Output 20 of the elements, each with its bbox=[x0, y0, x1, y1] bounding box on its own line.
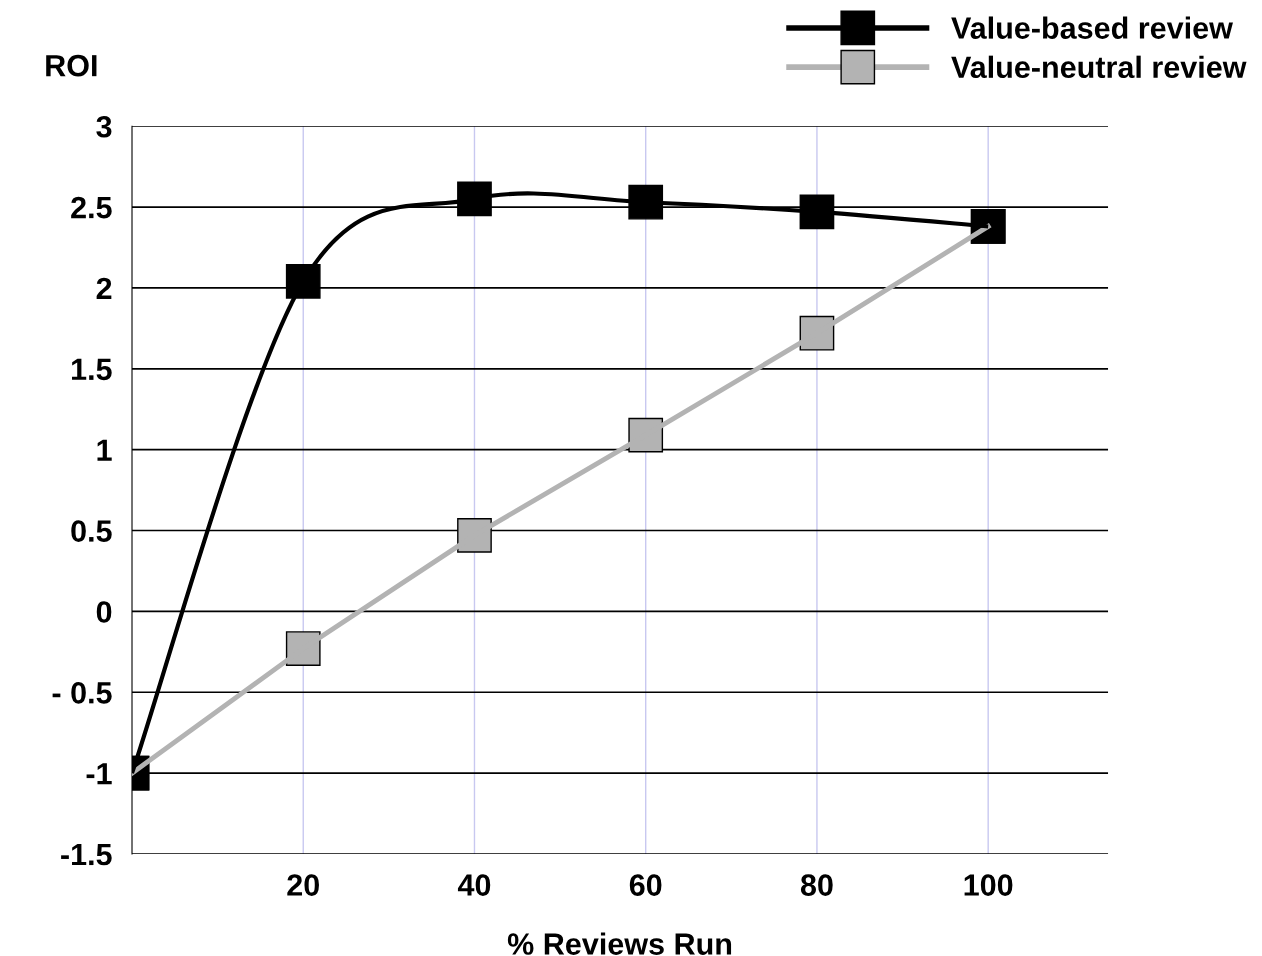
y-tick-label: -1.5 bbox=[61, 844, 112, 866]
y-tick-label: 0.5 bbox=[71, 520, 112, 542]
legend-label: Value-based review bbox=[951, 16, 1233, 39]
x-tick-label: 40 bbox=[457, 874, 491, 896]
legend-label: Value-neutral review bbox=[951, 55, 1247, 79]
y-tick-label: 0 bbox=[96, 601, 112, 623]
point bbox=[628, 184, 664, 220]
y-tick-label: - 0.5 bbox=[52, 682, 112, 704]
x-tick-label: 80 bbox=[800, 874, 833, 896]
y-tick-label: -1 bbox=[86, 763, 112, 785]
y-axis-title: ROI bbox=[46, 54, 97, 77]
y-tick-label: 3 bbox=[96, 115, 112, 138]
y-tick-label: 2 bbox=[96, 277, 112, 299]
x-tick-label: 60 bbox=[629, 874, 662, 896]
x-axis-title: % Reviews Run bbox=[507, 932, 732, 955]
x-tick-label: 100 bbox=[964, 874, 1013, 896]
y-tick-label: 2.5 bbox=[71, 196, 112, 219]
y-tick-label: 1 bbox=[97, 439, 112, 461]
x-tick-label: 20 bbox=[287, 874, 319, 896]
y-tick-label: 1.5 bbox=[72, 358, 112, 381]
